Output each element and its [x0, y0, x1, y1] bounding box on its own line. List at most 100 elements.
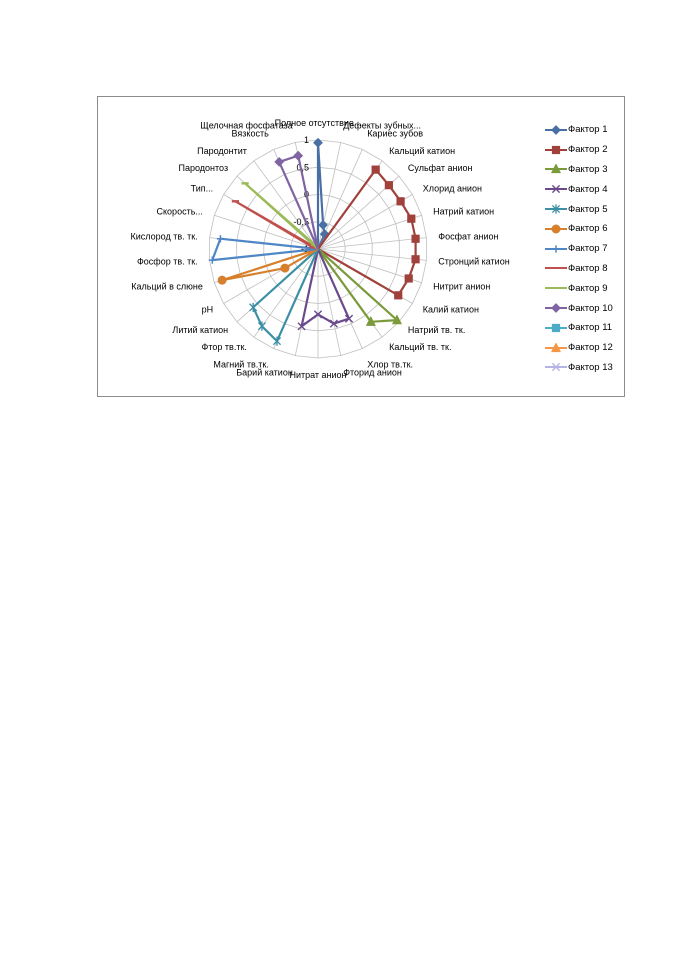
data-point — [391, 314, 402, 325]
data-point — [371, 165, 380, 174]
axis-label: Хлор тв.тк. — [367, 360, 413, 370]
legend-label: Фактор 1 — [568, 124, 608, 136]
data-point — [313, 137, 323, 148]
grid-spoke — [317, 248, 422, 284]
data-point — [280, 263, 290, 273]
legend-swatch — [545, 323, 567, 332]
legend-label: Фактор 9 — [568, 282, 608, 294]
data-point — [411, 234, 420, 243]
axis-label: Натрий катион — [433, 207, 494, 217]
axis-label: Тип... — [191, 184, 214, 194]
legend-item: Фактор 2 — [545, 140, 625, 160]
axis-label: Пародонтоз — [179, 163, 229, 173]
chart-legend: Фактор 1 Фактор 2 Фактор 3 Фактор 4 Фактор 5… — [545, 120, 625, 377]
legend-swatch — [545, 145, 567, 154]
data-point — [293, 150, 304, 161]
axis-label: Литий катион — [172, 325, 228, 335]
tick-label: -0,5 — [293, 217, 309, 227]
grid-spoke — [214, 214, 319, 250]
legend-label: Фактор 10 — [568, 302, 613, 314]
axis-label: Кальций в слюне — [131, 281, 203, 291]
legend-marker — [551, 185, 561, 194]
axis-label: Нитрат анион — [289, 370, 346, 380]
legend-label: Фактор 11 — [568, 322, 613, 334]
series-line — [317, 168, 417, 297]
axis-label: Хлорид анион — [423, 184, 482, 194]
axis-label: Стронций катион — [438, 257, 509, 267]
legend-swatch — [545, 204, 567, 214]
axis-label: Скорость... — [157, 207, 203, 217]
axis-label: Щелочная фосфатаза — [200, 121, 293, 131]
axis-label: Фосфор тв. тк. — [137, 257, 198, 267]
legend-label: Фактор 2 — [568, 144, 608, 156]
series-6 — [217, 247, 319, 285]
data-point — [394, 291, 403, 300]
legend-label: Фактор 4 — [568, 183, 608, 195]
data-point — [272, 336, 282, 346]
legend-swatch — [545, 342, 567, 352]
legend-item: Фактор 9 — [545, 278, 625, 298]
axis-label: Пародонтит — [197, 146, 247, 156]
axis-label: Магний тв.тк. — [213, 360, 268, 370]
series-4 — [297, 248, 354, 331]
legend-item: Фактор 6 — [545, 219, 625, 239]
data-point — [407, 214, 416, 223]
axis-label: Кальций катион — [389, 146, 455, 156]
series-10 — [274, 150, 320, 250]
legend-label: Фактор 7 — [568, 243, 608, 255]
legend-item: Фактор 8 — [545, 259, 625, 279]
legend-item: Фактор 5 — [545, 199, 625, 219]
chart-frame — [97, 96, 625, 397]
series-1 — [313, 137, 330, 250]
legend-marker — [551, 323, 561, 332]
grid-spoke — [317, 142, 342, 250]
data-point — [365, 316, 376, 326]
series-line — [317, 248, 399, 323]
legend-swatch — [545, 303, 567, 313]
axis-label: Фторид анион — [343, 367, 402, 377]
series-3 — [317, 248, 402, 326]
tick-label: 1 — [304, 135, 309, 145]
data-point — [313, 310, 323, 319]
legend-label: Фактор 8 — [568, 262, 608, 274]
axis-label: Калий катион — [423, 305, 479, 315]
legend-marker — [551, 204, 561, 214]
data-point — [384, 181, 393, 190]
legend-swatch — [545, 287, 567, 290]
grid-spoke — [253, 160, 319, 250]
axis-label: Натрий тв. тк. — [408, 325, 465, 335]
data-point — [329, 319, 338, 328]
legend-item: Фактор 3 — [545, 160, 625, 180]
legend-marker — [551, 224, 561, 234]
data-point — [217, 275, 227, 285]
axis-label: Дефекты зубных... — [343, 121, 421, 131]
legend-swatch — [545, 185, 567, 194]
axis-label: Полное отсутствие... — [275, 118, 362, 128]
data-point — [297, 322, 306, 331]
legend-item: Фактор 12 — [545, 338, 625, 358]
legend-label: Фактор 6 — [568, 223, 608, 235]
legend-item: Фактор 4 — [545, 179, 625, 199]
data-point — [274, 156, 285, 167]
legend-marker — [551, 303, 561, 313]
legend-marker — [551, 145, 561, 154]
legend-label: Фактор 13 — [568, 361, 613, 373]
axis-label: Сульфат анион — [408, 163, 473, 173]
data-point — [257, 321, 266, 331]
legend-marker — [551, 124, 561, 135]
legend-swatch — [545, 164, 567, 174]
legend-item: Фактор 7 — [545, 239, 625, 259]
legend-swatch — [545, 224, 567, 234]
legend-item: Фактор 1 — [545, 120, 625, 140]
grid-spoke — [317, 248, 427, 261]
axis-label: Кариес зубов — [367, 129, 423, 139]
axis-label: Барий катион — [236, 367, 293, 377]
grid-spoke — [317, 237, 427, 250]
data-point — [249, 302, 258, 312]
legend-marker — [550, 164, 562, 174]
series-7 — [208, 235, 319, 264]
axis-label: pH — [202, 305, 214, 315]
series-line — [211, 237, 319, 262]
data-point — [318, 220, 329, 230]
legend-item: Фактор 11 — [545, 318, 625, 338]
